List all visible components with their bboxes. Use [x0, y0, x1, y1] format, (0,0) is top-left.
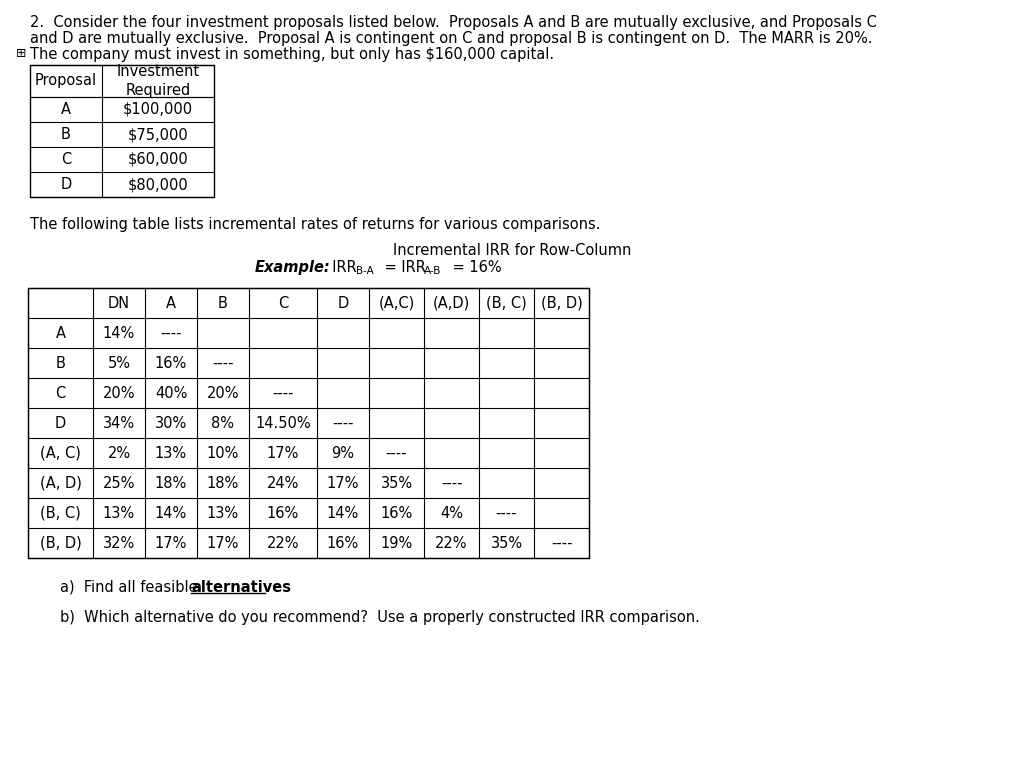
Text: A: A: [55, 325, 66, 340]
Text: 17%: 17%: [207, 535, 240, 550]
Text: ----: ----: [551, 535, 572, 550]
Text: ----: ----: [496, 506, 517, 521]
Text: 16%: 16%: [380, 506, 413, 521]
Text: C: C: [278, 296, 288, 311]
Text: 40%: 40%: [155, 386, 187, 400]
Text: 2.  Consider the four investment proposals listed below.  Proposals A and B are : 2. Consider the four investment proposal…: [30, 15, 877, 30]
Text: 20%: 20%: [207, 386, 240, 400]
Text: 13%: 13%: [103, 506, 135, 521]
Text: A-B: A-B: [424, 266, 441, 276]
Text: 34%: 34%: [103, 415, 135, 431]
Text: 14%: 14%: [155, 506, 187, 521]
Text: C: C: [55, 386, 66, 400]
Text: B: B: [61, 127, 71, 142]
Text: 19%: 19%: [380, 535, 413, 550]
Text: 17%: 17%: [327, 475, 359, 490]
Text: 2%: 2%: [108, 446, 131, 461]
Text: 18%: 18%: [155, 475, 187, 490]
Text: 22%: 22%: [435, 535, 468, 550]
Text: ----: ----: [332, 415, 353, 431]
Text: 5%: 5%: [108, 356, 130, 371]
Text: DN: DN: [108, 296, 130, 311]
Text: $75,000: $75,000: [128, 127, 188, 142]
Text: 14%: 14%: [102, 325, 135, 340]
Text: B: B: [55, 356, 66, 371]
Text: 16%: 16%: [155, 356, 187, 371]
Text: and D are mutually exclusive.  Proposal A is contingent on C and proposal B is c: and D are mutually exclusive. Proposal A…: [30, 31, 872, 46]
Text: 10%: 10%: [207, 446, 240, 461]
Text: 16%: 16%: [327, 535, 359, 550]
Text: (A,D): (A,D): [433, 296, 470, 311]
Text: $80,000: $80,000: [128, 177, 188, 192]
Text: The company must invest in something, but only has $160,000 capital.: The company must invest in something, bu…: [30, 47, 554, 62]
Text: 4%: 4%: [440, 506, 463, 521]
Text: 22%: 22%: [266, 535, 299, 550]
Text: $60,000: $60,000: [128, 152, 188, 167]
Bar: [28, 288, 589, 558]
Text: 16%: 16%: [267, 506, 299, 521]
Text: = IRR: = IRR: [380, 260, 426, 275]
Text: alternatives: alternatives: [190, 580, 291, 595]
Text: (A, C): (A, C): [40, 446, 81, 461]
Text: (A, D): (A, D): [40, 475, 82, 490]
Text: 30%: 30%: [155, 415, 187, 431]
Text: Proposal: Proposal: [35, 74, 97, 89]
Text: D: D: [55, 415, 67, 431]
Text: Example:: Example:: [255, 260, 331, 275]
Text: ⊞: ⊞: [16, 47, 27, 60]
Text: D: D: [337, 296, 348, 311]
Bar: [30, 65, 214, 197]
Text: C: C: [60, 152, 71, 167]
Text: 18%: 18%: [207, 475, 240, 490]
Text: 14.50%: 14.50%: [255, 415, 311, 431]
Text: 35%: 35%: [490, 535, 522, 550]
Text: (B, D): (B, D): [541, 296, 583, 311]
Text: = 16%: = 16%: [449, 260, 502, 275]
Text: 24%: 24%: [267, 475, 299, 490]
Text: The following table lists incremental rates of returns for various comparisons.: The following table lists incremental ra…: [30, 217, 600, 232]
Text: IRR: IRR: [323, 260, 356, 275]
Text: 17%: 17%: [155, 535, 187, 550]
Text: 25%: 25%: [102, 475, 135, 490]
Text: ----: ----: [212, 356, 233, 371]
Text: A: A: [166, 296, 176, 311]
Text: ----: ----: [272, 386, 294, 400]
Text: b)  Which alternative do you recommend?  Use a properly constructed IRR comparis: b) Which alternative do you recommend? U…: [60, 610, 699, 625]
Text: (B, D): (B, D): [40, 535, 81, 550]
Text: 9%: 9%: [332, 446, 354, 461]
Text: $100,000: $100,000: [123, 102, 194, 117]
Text: Incremental IRR for Row-Column: Incremental IRR for Row-Column: [393, 243, 631, 258]
Text: 13%: 13%: [155, 446, 187, 461]
Text: 8%: 8%: [212, 415, 234, 431]
Text: ----: ----: [160, 325, 181, 340]
Text: B: B: [218, 296, 228, 311]
Text: 14%: 14%: [327, 506, 359, 521]
Text: 32%: 32%: [102, 535, 135, 550]
Text: B-A: B-A: [356, 266, 374, 276]
Text: (B, C): (B, C): [486, 296, 527, 311]
Text: Investment
Required: Investment Required: [117, 64, 200, 98]
Text: a)  Find all feasible: a) Find all feasible: [60, 580, 203, 595]
Text: A: A: [61, 102, 71, 117]
Text: (A,C): (A,C): [379, 296, 415, 311]
Text: 13%: 13%: [207, 506, 239, 521]
Text: ----: ----: [386, 446, 408, 461]
Text: 20%: 20%: [102, 386, 135, 400]
Text: 17%: 17%: [267, 446, 299, 461]
Text: D: D: [60, 177, 72, 192]
Text: (B, C): (B, C): [40, 506, 81, 521]
Text: ----: ----: [440, 475, 462, 490]
Text: 35%: 35%: [381, 475, 413, 490]
